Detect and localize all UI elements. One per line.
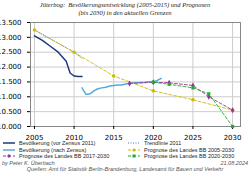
svg-text:12.000: 12.000 — [0, 63, 22, 71]
svg-text:2025: 2025 — [184, 134, 202, 142]
svg-text:2030: 2030 — [224, 134, 242, 142]
svg-text:10.500: 10.500 — [0, 108, 22, 116]
svg-text:13.500: 13.500 — [0, 19, 22, 27]
svg-text:10.000: 10.000 — [0, 123, 22, 131]
svg-text:11.500: 11.500 — [0, 78, 22, 86]
svg-text:2015: 2015 — [105, 134, 123, 142]
svg-text:13.000: 13.000 — [0, 34, 22, 42]
svg-text:12.500: 12.500 — [0, 48, 22, 56]
svg-text:11.000: 11.000 — [0, 93, 22, 101]
